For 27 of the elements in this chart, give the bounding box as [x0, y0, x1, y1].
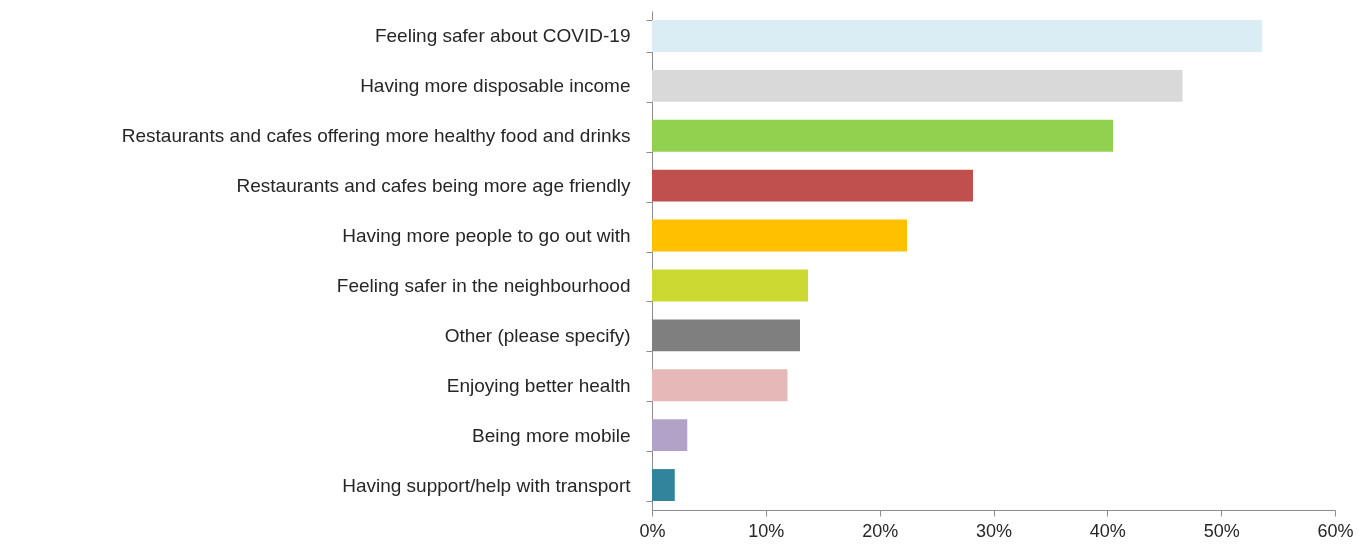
- y-tick-label: Feeling safer in the neighbourhood: [336, 274, 631, 296]
- y-tick-label: Enjoying better health: [446, 374, 631, 396]
- x-tick-label: 0%: [639, 520, 666, 541]
- bar: [652, 219, 907, 252]
- bar: [652, 69, 1183, 102]
- bar: [652, 19, 1263, 52]
- bar: [652, 169, 974, 202]
- y-tick-label: Restaurants and cafes offering more healthy food and drinks: [121, 125, 631, 147]
- y-tick-label: Having more people to go out with: [342, 225, 631, 247]
- bar: [652, 119, 1114, 152]
- x-tick-label: 60%: [1317, 520, 1354, 541]
- bar: [652, 269, 808, 302]
- y-tick-label: Being more mobile: [472, 424, 631, 446]
- bar: [652, 419, 688, 452]
- x-tick-label: 10%: [748, 520, 785, 541]
- y-tick-label: Other (please specify): [444, 324, 631, 346]
- y-tick-label: Restaurants and cafes being more age friendly: [236, 175, 631, 197]
- x-tick-label: 40%: [1089, 520, 1126, 541]
- bar: [652, 319, 800, 352]
- x-tick-label: 50%: [1203, 520, 1240, 541]
- y-tick-label: Having more disposable income: [360, 75, 631, 97]
- x-tick-label: 20%: [862, 520, 899, 541]
- y-tick-label: Feeling safer about COVID-19: [374, 25, 631, 47]
- x-tick-label: 30%: [975, 520, 1013, 541]
- y-tick-label: Having support/help with transport: [342, 474, 632, 496]
- bar: [652, 369, 788, 402]
- bar: [652, 469, 675, 502]
